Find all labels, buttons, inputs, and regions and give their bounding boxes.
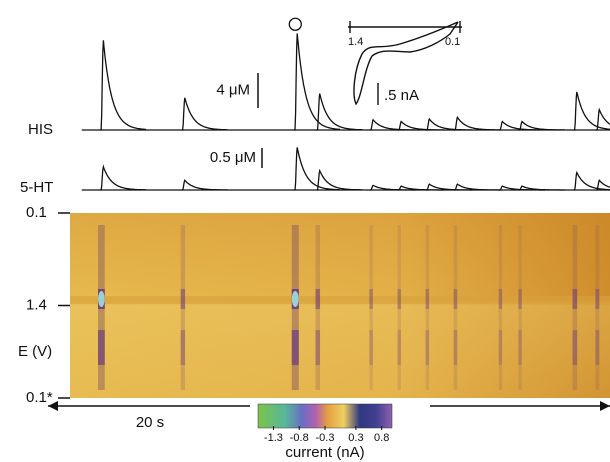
colorbar-tick-label: 0.3 [348,432,363,444]
streak-reduction [291,330,299,365]
peak [425,183,472,191]
peak [397,185,444,191]
e-axis-label: E (V) [18,343,52,360]
streak-reduction [315,330,321,365]
peak [595,179,610,191]
streak-reduction [180,330,186,365]
streak-oxidation [498,289,503,309]
peak [100,40,147,131]
streak-reduction [595,330,600,365]
streak-reduction [453,330,458,365]
colorbar-label: current (nA) [285,444,364,461]
streak [369,225,373,390]
streak-oxidation [369,289,373,309]
trace-label: HIS [28,121,53,138]
streak [498,225,503,390]
peak [518,120,565,131]
peak [100,164,147,191]
colorbar-tick-label: 0.8 [374,432,389,444]
colorbar-tick-label: -0.3 [316,432,335,444]
trace-label: 5-HT [20,179,53,196]
streak-oxidation [518,289,522,309]
streak-reduction [397,330,401,365]
peak [499,120,546,131]
cv-scale-label: .5 nA [384,87,419,104]
peak [573,170,610,191]
selected-marker [288,17,302,31]
colorbar [257,403,393,429]
streak-reduction [369,330,373,365]
peak [316,168,363,191]
streak [397,225,401,390]
peak [293,33,341,131]
time-scale-label: 20 s [136,414,164,431]
streak [595,225,600,390]
e-tick-label: 0.1 [26,204,47,221]
streak-oxidation [397,289,401,309]
peak [316,93,363,131]
streak-oxidation [453,289,458,309]
streak-core [291,291,299,307]
streak-reduction [425,330,430,365]
colorbar-tick-label: -1.3 [264,432,283,444]
streaks [98,225,600,390]
streak-reduction [498,330,503,365]
e-tick-label: 0.1* [26,389,53,406]
color-plot-shade [70,213,610,398]
peak [573,91,610,131]
cv-x-label: 1.4 [348,36,363,48]
streak [425,225,430,390]
peak [425,117,472,131]
peak [595,107,610,131]
peak [181,97,228,131]
peak [369,118,416,131]
e-tick-label: 1.4 [26,296,47,313]
peak [293,147,340,191]
streak-reduction [572,330,578,365]
cv-x-label: 0.1 [445,36,460,48]
colorbar-tick-label: -0.8 [290,432,309,444]
peak [518,185,565,191]
oxidation-band [70,296,610,304]
cv-inset [348,21,462,106]
streak-reduction [98,330,105,365]
streak-reduction [518,330,522,365]
peak [181,179,228,191]
streak-oxidation [425,289,430,309]
scale-label: 4 μM [216,81,250,98]
arrow-head [48,401,58,411]
streak-oxidation [180,289,186,309]
streak-oxidation [572,289,578,309]
streak [518,225,522,390]
peak [454,115,501,131]
streak-oxidation [315,289,321,309]
streak-oxidation [595,289,600,309]
peak [369,184,416,191]
peak [397,120,444,131]
traces: HIS 4 μM 5-HT 0.5 μM [20,17,610,196]
streak-core [98,291,105,307]
peak [454,183,501,191]
arrow-head [600,401,610,411]
streak [453,225,458,390]
scale-label: 0.5 μM [210,149,256,166]
